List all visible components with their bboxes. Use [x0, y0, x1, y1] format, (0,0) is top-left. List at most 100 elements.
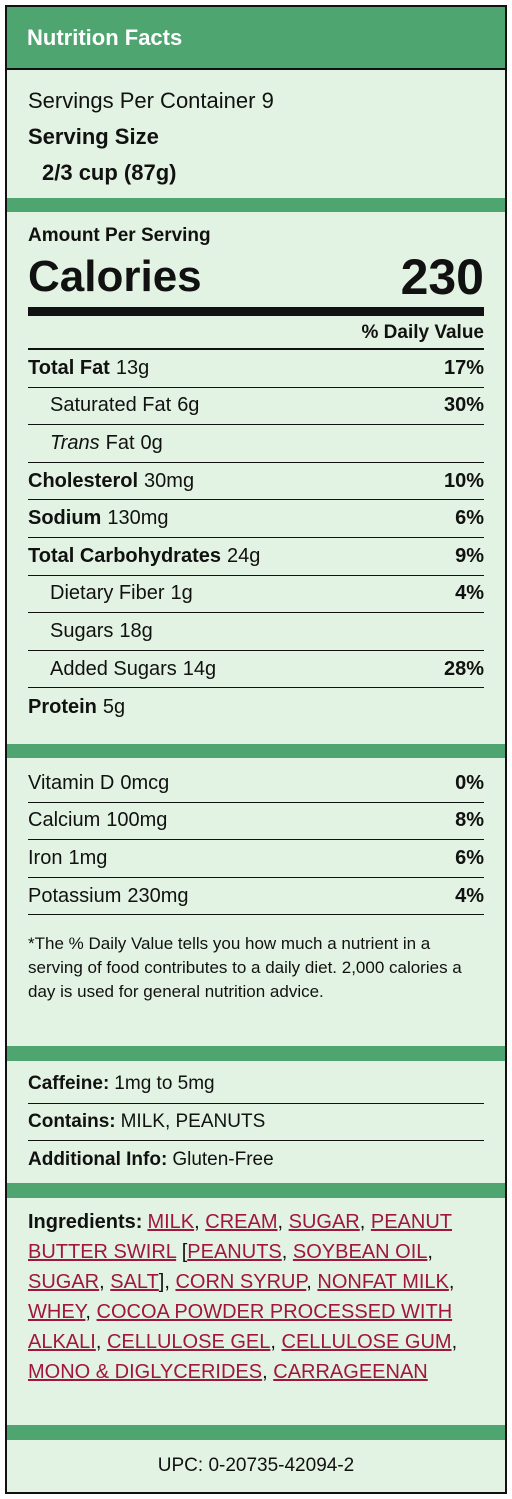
- ingredient-link[interactable]: MONO & DIGLYCERIDES: [28, 1361, 263, 1383]
- ingredient: MILK: [147, 1211, 205, 1233]
- nutrient-amount: 100mg: [106, 809, 168, 832]
- info-label: Additional Info:: [28, 1148, 168, 1170]
- header: Nutrition Facts: [7, 7, 505, 70]
- ingredients: Ingredients:MILKCREAMSUGARPEANUT BUTTER …: [28, 1207, 484, 1387]
- nutrient-name: Vitamin D: [28, 771, 115, 794]
- sub-ingredient: PEANUTS: [187, 1241, 293, 1263]
- daily-value: 6%: [455, 507, 484, 530]
- nutrient: Saturated Fat 6g: [50, 394, 199, 417]
- nutrient-amount: 13g: [115, 356, 150, 379]
- nutrient-row: Calcium 100mg 8%: [28, 803, 484, 841]
- nutrient-list: Total Fat 13g 17% Saturated Fat 6g 30% Trans Fa…: [28, 350, 484, 726]
- daily-value: 28%: [443, 657, 484, 680]
- nutrient-row: Dietary Fiber 1g 4%: [28, 576, 484, 614]
- ingredient-link[interactable]: PEANUT BUTTER SWIRL: [28, 1211, 452, 1263]
- ingredient-link[interactable]: MILK: [147, 1211, 195, 1233]
- nutrient: Calcium 100mg: [28, 809, 167, 832]
- ingredient-link[interactable]: CREAM: [205, 1211, 278, 1233]
- info-row: Contains: MILK, PEANUTS: [28, 1104, 484, 1142]
- ingredient-link[interactable]: SUGAR: [28, 1271, 100, 1293]
- vitamins-section: Vitamin D 0mcg 0% Calcium 100mg 8% Iron 1mg 6% Po…: [7, 758, 505, 1046]
- sub-ingredient: SUGAR: [28, 1271, 110, 1293]
- nutrient: Added Sugars 14g: [50, 658, 216, 681]
- value: 9: [261, 88, 274, 113]
- servings-per-container: Servings Per Container 9: [28, 83, 484, 119]
- nutrient: Potassium 230mg: [28, 885, 189, 908]
- nutrient: Total Carbohydrates 24g: [28, 545, 260, 568]
- calories: Calories 230: [28, 247, 484, 316]
- ingredient-link[interactable]: WHEY: [28, 1301, 86, 1323]
- servings: Servings Per Container 9 Serving Size 2/…: [7, 70, 505, 198]
- ingredient-link[interactable]: NONFAT MILK: [317, 1271, 449, 1293]
- nutrient-name: Cholesterol: [28, 469, 139, 492]
- ingredients-section: Ingredients:MILKCREAMSUGARPEANUT BUTTER …: [7, 1198, 505, 1425]
- ingredient-link[interactable]: SALT: [110, 1271, 159, 1293]
- ingredient: NONFAT MILK: [317, 1271, 454, 1293]
- divider: [7, 744, 505, 758]
- ingredient-link[interactable]: PEANUTS: [187, 1241, 282, 1263]
- ingredient-list: MILKCREAMSUGARPEANUT BUTTER SWIRLPEANUTS…: [28, 1211, 457, 1383]
- calories-label: Calories: [28, 252, 202, 301]
- daily-value: 4%: [455, 582, 484, 605]
- nutrient-amount: 230mg: [127, 884, 189, 907]
- nutrient-name: Added Sugars: [50, 657, 177, 680]
- nutrient-amount: 14g: [182, 657, 217, 680]
- nutrient-name: Total Carbohydrates: [28, 544, 221, 567]
- nutrient: Trans Fat 0g: [50, 432, 163, 455]
- nutrient-amount: 0mcg: [120, 771, 170, 794]
- nutrient-amount: 1mg: [68, 846, 108, 869]
- serving-size: 2/3 cup (87g): [42, 160, 177, 185]
- nutrient-row: Potassium 230mg 4%: [28, 878, 484, 916]
- footnote: *The % Daily Value tells you how much a …: [28, 934, 462, 1002]
- info-label: Contains:: [28, 1110, 116, 1132]
- nutrient-name: Calcium: [28, 809, 101, 832]
- vitamin-list: Vitamin D 0mcg 0% Calcium 100mg 8% Iron 1mg 6% Po…: [28, 765, 484, 916]
- nutrient-name: Sodium: [28, 507, 102, 530]
- nutrient-amount: 5g: [102, 695, 126, 718]
- ingredient: CREAM: [205, 1211, 288, 1233]
- ingredient-link[interactable]: CORN SYRUP: [175, 1271, 307, 1293]
- sub-ingredient: SOYBEAN OIL: [293, 1241, 433, 1263]
- info-value: Gluten-Free: [172, 1148, 274, 1170]
- daily-value: 9%: [455, 544, 484, 567]
- ingredient-link[interactable]: SUGAR: [288, 1211, 360, 1233]
- ingredient-link[interactable]: SOYBEAN OIL: [292, 1241, 428, 1263]
- nutrient: Total Fat 13g: [28, 357, 149, 380]
- nutrient: Dietary Fiber 1g: [50, 582, 193, 605]
- nutrient: Iron 1mg: [28, 847, 107, 870]
- sub-ingredient: SALT: [110, 1271, 159, 1293]
- daily-value-header: % Daily Value: [28, 318, 484, 350]
- nutrient: Vitamin D 0mcg: [28, 772, 169, 795]
- ingredient-link[interactable]: CARRAGEENAN: [273, 1361, 428, 1383]
- ingredients-label: Ingredients:: [28, 1211, 143, 1233]
- nutrient-amount: 0g: [140, 431, 163, 454]
- info-row: Caffeine: 1mg to 5mg: [28, 1066, 484, 1104]
- nutrient-row: Sodium 130mg 6%: [28, 500, 484, 538]
- ingredient-link[interactable]: CELLULOSE GUM: [281, 1331, 452, 1353]
- upc: UPC: 0-20735-42094-2: [157, 1455, 355, 1476]
- nutrient-row: Iron 1mg 6%: [28, 840, 484, 878]
- amount-label: Amount Per Serving: [28, 225, 211, 246]
- nutrient-row: Total Carbohydrates 24g 9%: [28, 538, 484, 576]
- divider: [7, 1425, 505, 1440]
- nutrient-row: Saturated Fat 6g 30%: [28, 388, 484, 426]
- divider: [7, 1183, 505, 1198]
- nutrient-name: Sugars: [50, 619, 114, 642]
- nutrient-amount: 18g: [119, 619, 153, 642]
- daily-value: 10%: [443, 469, 484, 492]
- ingredient: CELLULOSE GEL: [107, 1331, 282, 1353]
- nutrient-name: Fat: [105, 431, 135, 454]
- serving-size-label: Serving Size: [28, 124, 159, 149]
- nutrient-row: Protein 5g: [28, 688, 484, 726]
- nutrient-name: Protein: [28, 695, 97, 718]
- nutrient-amount: 30mg: [144, 469, 195, 492]
- nutrient-amount: 6g: [177, 394, 200, 417]
- ingredient-link[interactable]: COCOA POWDER PROCESSED WITH ALKALI: [28, 1301, 453, 1353]
- ingredient-link[interactable]: CELLULOSE GEL: [106, 1331, 271, 1353]
- divider: [7, 1046, 505, 1061]
- nutrient-name: Saturated Fat: [50, 394, 172, 417]
- nutrient-amount: 130mg: [107, 507, 169, 530]
- daily-value: 0%: [455, 771, 484, 794]
- nutrient-row: Vitamin D 0mcg 0%: [28, 765, 484, 803]
- daily-value: 6%: [455, 846, 484, 869]
